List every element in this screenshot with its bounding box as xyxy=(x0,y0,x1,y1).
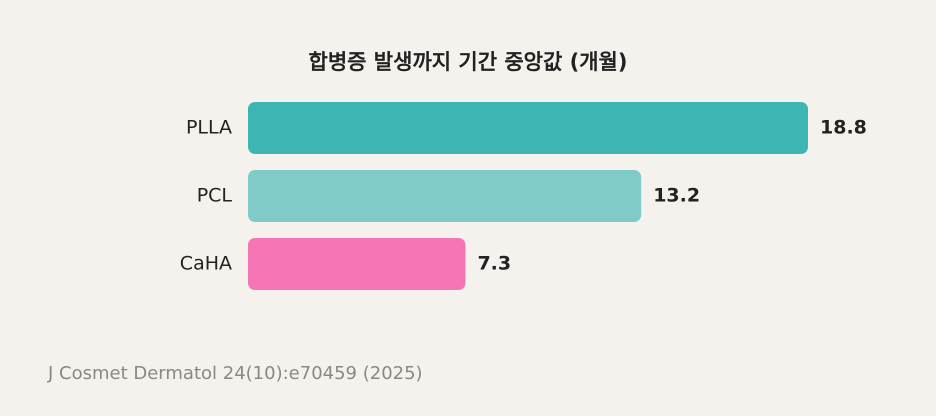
bar xyxy=(248,102,808,154)
category-label: CaHA xyxy=(180,253,232,275)
value-label: 7.3 xyxy=(477,253,511,275)
value-label: 13.2 xyxy=(653,185,700,207)
category-label: PLLA xyxy=(186,117,232,139)
bar xyxy=(248,238,466,290)
chart-title: 합병증 발생까지 기간 중앙값 (개월) xyxy=(309,50,628,74)
source-note: J Cosmet Dermatol 24(10):e70459 (2025) xyxy=(47,363,423,384)
value-label: 18.8 xyxy=(820,117,867,139)
category-label: PCL xyxy=(197,185,233,207)
bar xyxy=(248,170,642,222)
